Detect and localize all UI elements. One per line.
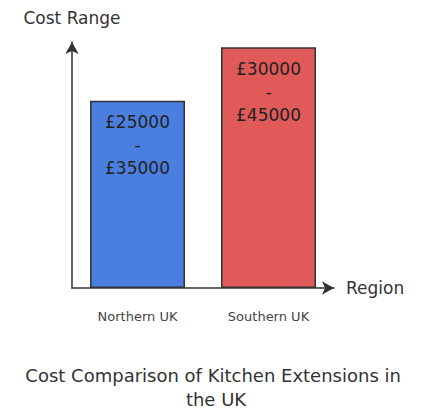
svg-text:Northern UK: Northern UK xyxy=(98,309,178,324)
svg-text:£30000: £30000 xyxy=(236,59,301,79)
svg-text:£45000: £45000 xyxy=(236,105,301,125)
svg-text:£35000: £35000 xyxy=(105,158,170,178)
svg-text:Southern UK: Southern UK xyxy=(228,309,310,324)
svg-text:£25000: £25000 xyxy=(105,112,170,132)
svg-text:Cost Range: Cost Range xyxy=(23,8,120,28)
svg-text:the UK: the UK xyxy=(186,389,247,410)
svg-text:Cost Comparison of Kitchen Ext: Cost Comparison of Kitchen Extensions in xyxy=(25,365,406,386)
svg-text:-: - xyxy=(134,135,140,155)
svg-text:-: - xyxy=(265,82,271,102)
svg-text:Region: Region xyxy=(346,278,404,298)
